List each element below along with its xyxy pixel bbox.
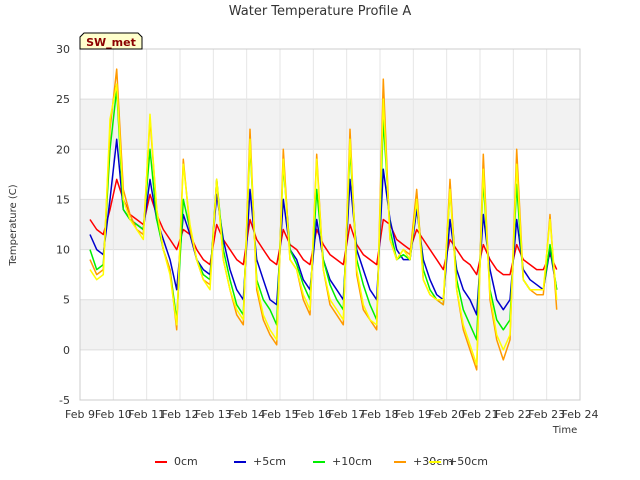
x-tick-label: Feb 22 [495, 408, 532, 421]
plot-background-bands [80, 49, 580, 400]
x-tick-label: Feb 23 [528, 408, 565, 421]
chart-title: Water Temperature Profile A [229, 4, 412, 19]
series-lines [89, 68, 558, 371]
station-badge: SW_met [79, 32, 143, 50]
station-badge-label: SW_met [86, 36, 136, 49]
band-2 [80, 249, 580, 300]
x-tick-label: Feb 18 [362, 408, 399, 421]
band-4 [80, 149, 580, 200]
band-5 [80, 99, 580, 150]
band-6 [80, 49, 580, 100]
legend-label-0cm: 0cm [174, 455, 198, 468]
x-tick-label: Feb 17 [328, 408, 365, 421]
x-tick-label: Feb 9 [65, 408, 95, 421]
series-line-0cm [89, 178, 558, 276]
y-tick-label: 30 [56, 43, 70, 56]
y-axis-label: Temperature (C) [8, 184, 19, 266]
y-tick-label: 20 [56, 143, 70, 156]
x-tick-label: Feb 24 [562, 408, 599, 421]
band-0 [80, 349, 580, 400]
y-tick-label: 0 [63, 344, 70, 357]
y-tick-label: 10 [56, 244, 70, 257]
x-tick-label: Feb 13 [195, 408, 232, 421]
x-tick-label: Feb 14 [228, 408, 265, 421]
x-tick-label: Feb 20 [428, 408, 465, 421]
legend-label-+10cm: +10cm [332, 455, 372, 468]
y-tick-label: -5 [59, 394, 70, 407]
legend: 0cm +5cm +10cm +30cm+50cm [155, 455, 488, 468]
legend-label-+50cm: +50cm [448, 455, 488, 468]
y-axis-ticks: -5 0 5 10 15 20 25 30 [56, 43, 70, 407]
y-tick-label: 25 [56, 93, 70, 106]
x-tick-label: Feb 10 [95, 408, 132, 421]
plot-frame [79, 48, 581, 401]
x-tick-label: Feb 15 [262, 408, 299, 421]
x-tick-label: Feb 19 [395, 408, 432, 421]
y-tick-label: 15 [56, 193, 70, 206]
x-tick-label: Feb 12 [162, 408, 199, 421]
station-badge-box [79, 32, 143, 50]
y-tick-label: 5 [63, 294, 70, 307]
x-tick-label: Feb 16 [295, 408, 332, 421]
x-axis-label: Time [552, 425, 577, 436]
series-line-+50cm [89, 83, 558, 366]
x-tick-label: Feb 21 [462, 408, 499, 421]
legend-label-+5cm: +5cm [253, 455, 286, 468]
x-tick-label: Feb 11 [128, 408, 165, 421]
